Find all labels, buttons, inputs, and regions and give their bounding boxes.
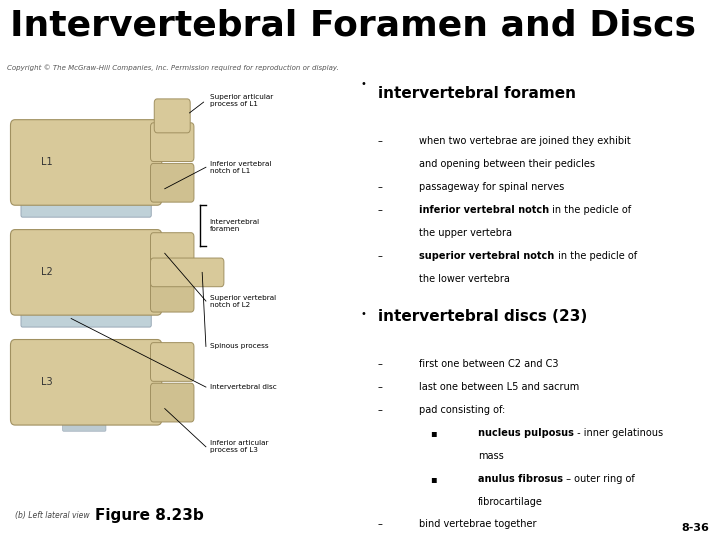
- Text: pad consisting of:: pad consisting of:: [419, 405, 505, 415]
- Text: first one between C2 and C3: first one between C2 and C3: [419, 359, 559, 369]
- Text: –: –: [378, 519, 383, 529]
- FancyBboxPatch shape: [150, 123, 194, 161]
- Text: Spinous process: Spinous process: [210, 343, 269, 349]
- FancyBboxPatch shape: [11, 340, 162, 425]
- Text: – outer ring of: – outer ring of: [563, 474, 635, 484]
- Text: in the pedicle of: in the pedicle of: [549, 205, 631, 215]
- Text: –: –: [378, 205, 383, 215]
- Text: ▪: ▪: [430, 428, 436, 438]
- Text: Superior articular
process of L1: Superior articular process of L1: [210, 94, 273, 107]
- FancyBboxPatch shape: [21, 310, 151, 327]
- Text: (b) Left lateral view: (b) Left lateral view: [15, 511, 89, 519]
- Text: –: –: [378, 359, 383, 369]
- Text: Inferior articular
process of L3: Inferior articular process of L3: [210, 440, 268, 453]
- Text: fibrocartilage: fibrocartilage: [478, 496, 543, 507]
- Text: ▪: ▪: [430, 474, 436, 484]
- FancyBboxPatch shape: [150, 164, 194, 202]
- Text: L3: L3: [41, 377, 53, 387]
- Text: intervertebral foramen: intervertebral foramen: [378, 86, 576, 101]
- Text: anulus fibrosus: anulus fibrosus: [478, 474, 563, 484]
- Text: L1: L1: [41, 158, 53, 167]
- Text: L2: L2: [41, 267, 53, 278]
- Text: and opening between their pedicles: and opening between their pedicles: [419, 159, 595, 169]
- Text: - inner gelatinous: - inner gelatinous: [574, 428, 663, 438]
- FancyBboxPatch shape: [150, 233, 194, 272]
- Text: Inferior vertebral
notch of L1: Inferior vertebral notch of L1: [210, 161, 271, 174]
- FancyBboxPatch shape: [150, 383, 194, 422]
- Text: when two vertebrae are joined they exhibit: when two vertebrae are joined they exhib…: [419, 136, 631, 146]
- Text: mass: mass: [478, 451, 504, 461]
- Text: Copyright © The McGraw-Hill Companies, Inc. Permission required for reproduction: Copyright © The McGraw-Hill Companies, I…: [7, 64, 339, 71]
- FancyBboxPatch shape: [150, 342, 194, 381]
- Text: nucleus pulposus: nucleus pulposus: [478, 428, 574, 438]
- Text: –: –: [378, 405, 383, 415]
- Text: –: –: [378, 182, 383, 192]
- FancyBboxPatch shape: [11, 230, 162, 315]
- Text: Intervertebral disc: Intervertebral disc: [210, 384, 276, 390]
- FancyBboxPatch shape: [150, 273, 194, 312]
- Text: Intervertebral Foramen and Discs: Intervertebral Foramen and Discs: [10, 8, 696, 42]
- Text: –: –: [378, 251, 383, 261]
- FancyBboxPatch shape: [21, 200, 151, 217]
- FancyBboxPatch shape: [11, 120, 162, 205]
- Text: Intervertebral
foramen: Intervertebral foramen: [210, 219, 260, 232]
- Text: bind vertebrae together: bind vertebrae together: [419, 519, 537, 529]
- Text: superior vertebral notch: superior vertebral notch: [419, 251, 554, 261]
- Text: Figure 8.23b: Figure 8.23b: [95, 508, 204, 523]
- Text: passageway for spinal nerves: passageway for spinal nerves: [419, 182, 564, 192]
- Text: –: –: [378, 136, 383, 146]
- Text: last one between L5 and sacrum: last one between L5 and sacrum: [419, 382, 580, 392]
- Text: •: •: [361, 79, 366, 89]
- Text: Superior vertebral
notch of L2: Superior vertebral notch of L2: [210, 294, 276, 308]
- FancyBboxPatch shape: [154, 99, 190, 133]
- Text: the lower vertebra: the lower vertebra: [419, 274, 510, 284]
- Text: inferior vertebral notch: inferior vertebral notch: [419, 205, 549, 215]
- Text: the upper vertebra: the upper vertebra: [419, 228, 513, 238]
- Text: in the pedicle of: in the pedicle of: [554, 251, 636, 261]
- Text: 8-36: 8-36: [682, 523, 710, 533]
- Text: intervertebral discs (23): intervertebral discs (23): [378, 309, 587, 323]
- Text: –: –: [378, 382, 383, 392]
- FancyBboxPatch shape: [150, 258, 224, 287]
- FancyBboxPatch shape: [63, 420, 106, 431]
- Text: •: •: [361, 309, 366, 319]
